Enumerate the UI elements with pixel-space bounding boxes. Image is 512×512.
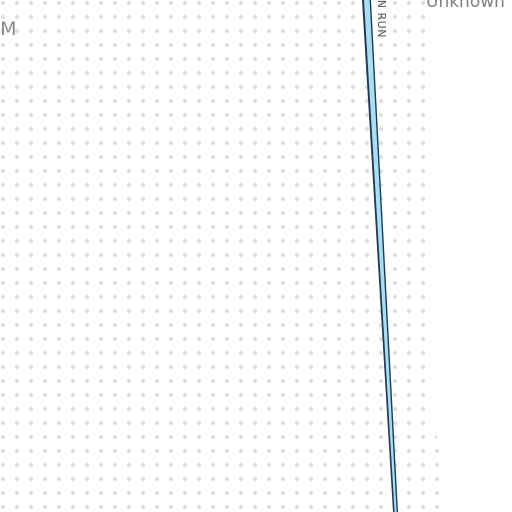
area-label: IM	[0, 18, 17, 40]
unknown-label: Unknown	[426, 0, 505, 12]
stream-label: IAN RUN	[375, 0, 388, 38]
stream-fill	[364, 0, 397, 512]
dotted-area[interactable]	[0, 0, 448, 512]
